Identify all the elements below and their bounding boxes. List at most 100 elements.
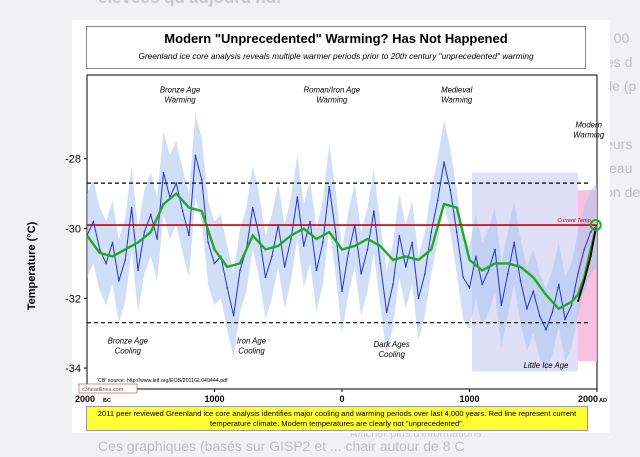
- temperature-raw-point: [341, 290, 343, 293]
- temperature-smoothed-line: [86, 191, 599, 311]
- era-annotation: Little Ice Age: [524, 361, 569, 370]
- temperature-raw-point: [149, 213, 152, 216]
- chart-title-box: Modern "Unprecedented" Warming? Has Not …: [86, 26, 586, 69]
- era-annotation: Bronze Age Warming: [160, 85, 201, 104]
- temperature-raw-point: [494, 248, 496, 251]
- temperature-raw-point: [194, 154, 197, 157]
- explanatory-note: 2011 peer reviewed Greenland ice core an…: [86, 406, 588, 431]
- temperature-raw-point: [392, 283, 394, 286]
- temperature-raw-point: [424, 273, 426, 275]
- temperature-raw-point: [302, 245, 305, 247]
- era-annotation: Modern Warming: [573, 120, 605, 139]
- temperature-raw-point: [258, 234, 260, 237]
- temperature-raw-point: [532, 290, 535, 293]
- modern-temperature-line: [577, 228, 597, 303]
- background-fragment: cle (p: [602, 78, 637, 94]
- temperature-raw-point: [360, 273, 362, 275]
- era-annotation: Dark Ages Cooling: [374, 340, 410, 359]
- temperature-raw-point: [519, 280, 522, 282]
- temperature-raw-point: [296, 196, 299, 198]
- era-annotation: Medieval Warming: [441, 85, 473, 104]
- temperature-raw-point: [226, 287, 229, 289]
- x-tick-label: 2000: [75, 394, 95, 404]
- temperature-raw-point: [207, 241, 209, 244]
- temperature-raw-point: [487, 269, 490, 272]
- x-tick-suffix: BC: [103, 398, 111, 404]
- temperature-raw-point: [398, 234, 401, 237]
- temperature-raw-point: [443, 161, 445, 164]
- temperature-raw-point: [430, 231, 433, 233]
- source-note: 'CB' source: http://www.leif.org/EOS/201…: [97, 378, 228, 384]
- temperature-raw-point: [239, 269, 241, 272]
- temperature-raw-point: [322, 241, 324, 244]
- y-tick-label: -30: [65, 224, 81, 236]
- temperature-raw-point: [118, 280, 120, 282]
- x-tick-label: 1000: [459, 394, 479, 404]
- temperature-raw-point: [468, 287, 471, 289]
- current-temp-marker: [589, 219, 602, 232]
- temperature-raw-point: [589, 231, 592, 233]
- temperature-raw-point: [500, 304, 503, 307]
- temperature-raw-point: [111, 241, 114, 244]
- temperature-raw-point: [188, 234, 190, 237]
- x-tick-label: 1000: [204, 394, 224, 404]
- temperature-raw-point: [156, 238, 158, 240]
- temperature-raw-point: [251, 206, 254, 209]
- temperature-raw-point: [213, 262, 216, 265]
- x-tick-label: 0: [339, 394, 344, 404]
- temperature-raw-point: [564, 318, 566, 321]
- temperature-raw-point: [417, 297, 420, 300]
- background-heading: elevees qu'aujourd'hui: [98, 0, 281, 8]
- temperature-raw-point: [92, 220, 95, 223]
- temperature-raw-point: [347, 252, 350, 254]
- current-temp-label: Current Temp: [557, 218, 590, 224]
- temperature-raw-point: [583, 248, 586, 251]
- temperature-raw-point: [271, 255, 273, 258]
- temperature-raw-point: [436, 199, 439, 202]
- temperature-raw-point: [570, 304, 573, 307]
- temperature-raw-point: [455, 231, 458, 233]
- watermark: c3headlines.com: [82, 387, 124, 393]
- temperature-raw-point: [385, 311, 388, 314]
- era-annotation: Roman/Iron Age Warming: [304, 85, 361, 104]
- temperature-raw-point: [143, 231, 146, 233]
- background-fragment: ion de: [602, 184, 640, 200]
- temperature-raw-point: [379, 262, 382, 265]
- temperature-raw-point: [506, 273, 509, 275]
- temperature-raw-point: [162, 171, 165, 174]
- temperature-raw-point: [290, 238, 292, 240]
- y-tick-label: -34: [65, 363, 81, 375]
- temperature-raw-point: [577, 273, 579, 275]
- chart-subtitle: Greenland ice core analysis reveals mult…: [138, 51, 534, 61]
- temperature-raw-point: [404, 266, 407, 268]
- y-tick-label: -32: [65, 293, 81, 305]
- chart-title: Modern "Unprecedented" Warming? Has Not …: [164, 31, 508, 46]
- temperature-raw-point: [328, 185, 331, 188]
- watermark-box: [78, 383, 138, 394]
- temperature-raw-point: [175, 182, 178, 184]
- temperature-raw-point: [462, 276, 464, 279]
- temperature-raw-point: [315, 269, 318, 272]
- temperature-raw-point: [513, 241, 515, 244]
- temperature-raw-point: [283, 266, 286, 268]
- temperature-raw-point: [538, 314, 541, 317]
- era-annotation: Iron Age Cooling: [237, 337, 267, 356]
- era-annotation: Bronze Age Cooling: [108, 337, 149, 356]
- x-tick-suffix: AD: [599, 398, 607, 404]
- temperature-raw-point: [545, 328, 547, 331]
- temperature-raw-point: [264, 276, 267, 279]
- temperature-raw-point: [98, 248, 101, 251]
- temperature-raw-point: [137, 269, 139, 272]
- uncertainty-band: [87, 113, 597, 372]
- temperature-raw-point: [200, 178, 203, 181]
- temperature-raw-point: [481, 283, 484, 286]
- temperature-raw-point: [309, 220, 311, 223]
- temperature-raw-point: [105, 262, 107, 265]
- temperature-raw-point: [449, 189, 452, 191]
- temperature-raw-point: [373, 210, 375, 212]
- temperature-raw-point: [124, 259, 127, 261]
- temperature-raw-point: [475, 255, 477, 258]
- background-paragraph: Ces graphiques (basés sur GISP2 et ... c…: [98, 438, 465, 454]
- temperature-raw-point: [130, 206, 133, 209]
- temperature-raw-point: [411, 241, 413, 244]
